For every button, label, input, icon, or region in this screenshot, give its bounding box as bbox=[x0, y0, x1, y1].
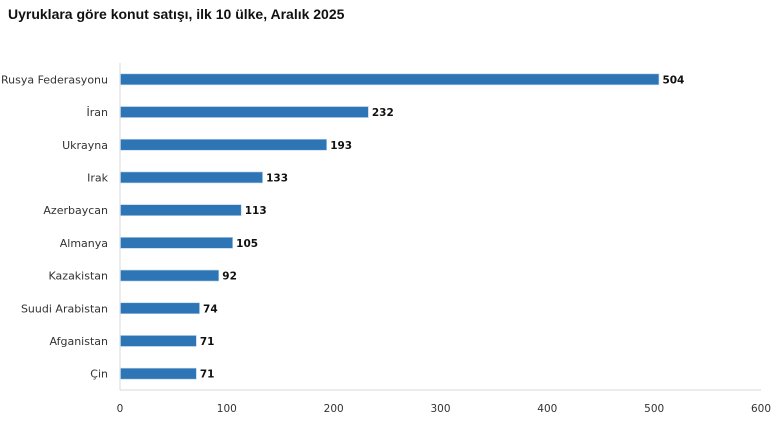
category-label: Afganistan bbox=[49, 335, 108, 348]
x-tick-label: 100 bbox=[217, 403, 237, 415]
data-label: 113 bbox=[245, 205, 267, 217]
category-label: İran bbox=[87, 106, 109, 119]
x-tick-label: 200 bbox=[324, 403, 344, 415]
bar bbox=[120, 269, 220, 282]
x-tick-label: 300 bbox=[430, 403, 450, 415]
category-label: Azerbaycan bbox=[43, 204, 108, 217]
bar bbox=[120, 204, 242, 216]
bar bbox=[120, 302, 200, 315]
bar bbox=[120, 237, 233, 249]
data-label: 105 bbox=[236, 238, 258, 250]
category-label: Suudi Arabistan bbox=[21, 302, 108, 315]
category-label: Kazakistan bbox=[49, 270, 108, 283]
x-tick-label: 500 bbox=[644, 403, 664, 415]
category-label: Almanya bbox=[60, 237, 108, 250]
bar bbox=[120, 171, 263, 184]
bar bbox=[120, 367, 197, 380]
chart-title: Uyruklara göre konut satışı, ilk 10 ülke… bbox=[8, 6, 345, 22]
data-label: 193 bbox=[330, 140, 352, 152]
data-label: 71 bbox=[200, 369, 215, 381]
category-label: Irak bbox=[87, 171, 109, 184]
x-tick-label: 400 bbox=[537, 403, 557, 415]
data-label: 232 bbox=[372, 107, 394, 119]
bar bbox=[120, 335, 197, 347]
bar bbox=[120, 106, 369, 118]
data-label: 504 bbox=[662, 74, 684, 86]
data-label: 74 bbox=[203, 303, 218, 315]
category-label: Rusya Federasyonu bbox=[1, 73, 108, 86]
category-label: Ukrayna bbox=[62, 139, 108, 152]
bar bbox=[120, 138, 327, 151]
data-label: 71 bbox=[200, 336, 215, 348]
x-tick-label: 600 bbox=[751, 403, 771, 415]
bar bbox=[120, 73, 660, 86]
x-tick-label: 0 bbox=[117, 403, 124, 415]
data-label: 133 bbox=[266, 172, 288, 184]
data-label: 92 bbox=[222, 271, 237, 283]
category-label: Çin bbox=[90, 368, 108, 381]
